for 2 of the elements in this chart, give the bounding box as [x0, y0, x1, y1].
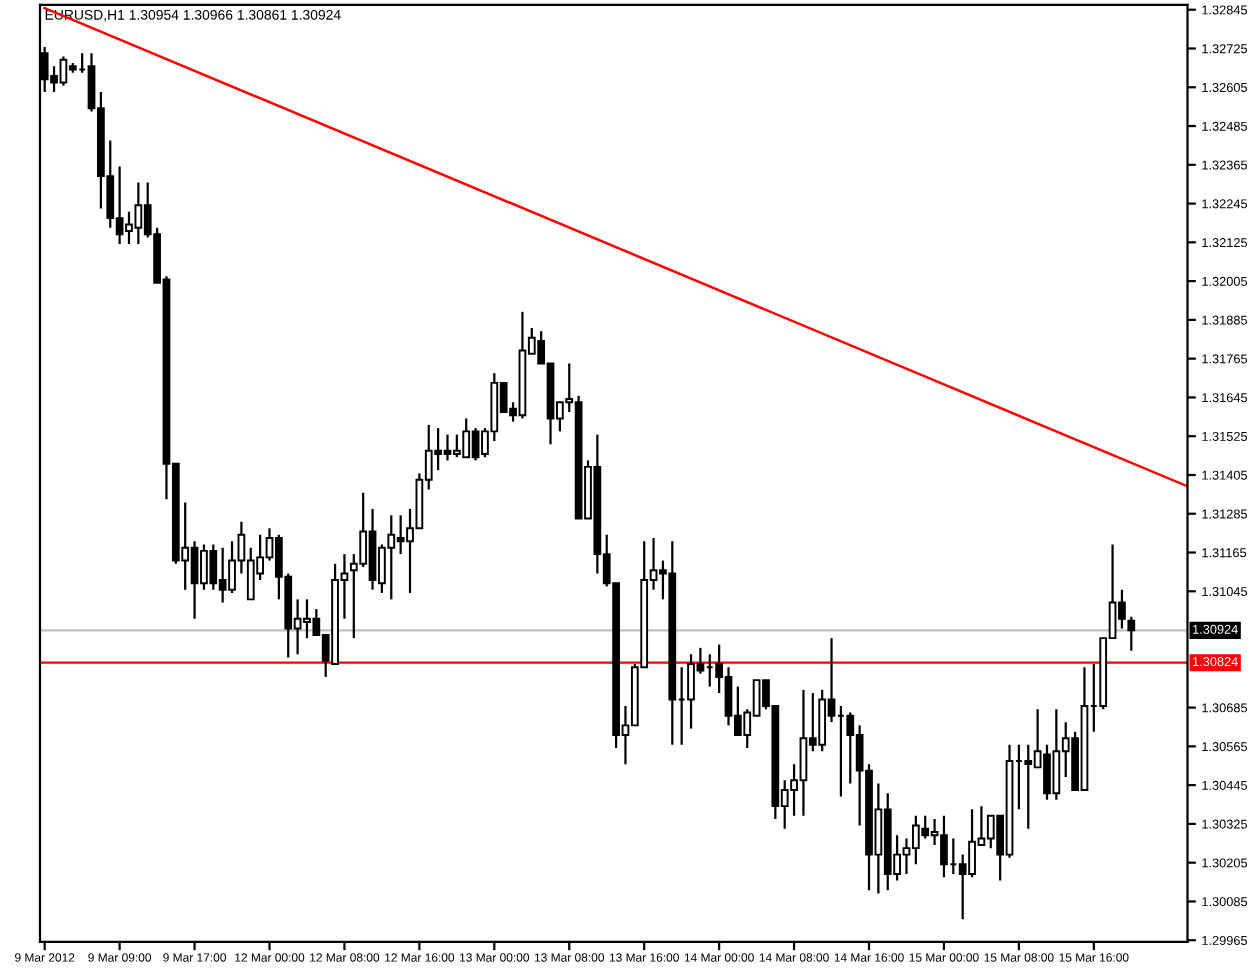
candlestick [1127, 615, 1136, 652]
candlestick [1024, 743, 1033, 830]
